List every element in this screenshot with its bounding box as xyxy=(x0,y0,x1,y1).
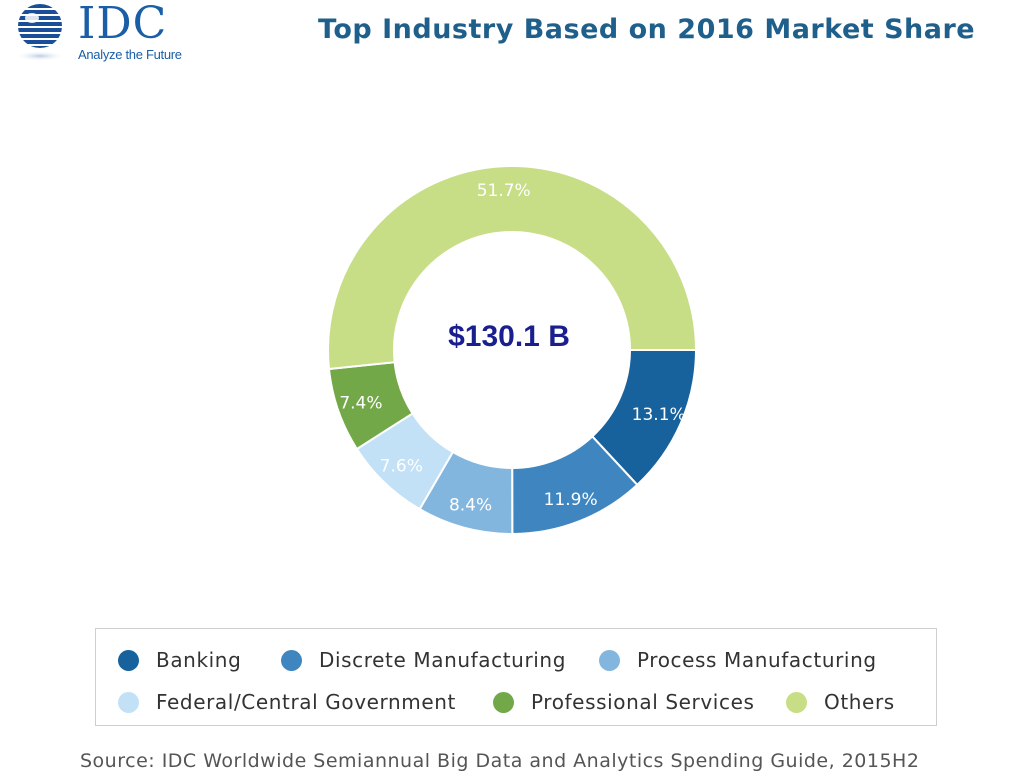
donut-chart: 13.1% 11.9% 8.4% 7.6% 7.4% 51.7% $130.1 B xyxy=(327,165,698,536)
legend-item-others: Others xyxy=(786,690,895,714)
source-note: Source: IDC Worldwide Semiannual Big Dat… xyxy=(80,750,920,772)
legend-label: Professional Services xyxy=(531,690,755,714)
legend-swatch xyxy=(786,691,807,713)
slice-label-discrete-manufacturing: 11.9% xyxy=(544,490,598,510)
logo-wordmark: IDC xyxy=(78,0,168,49)
legend-label: Process Manufacturing xyxy=(637,648,877,672)
logo-tagline: Analyze the Future xyxy=(78,47,182,62)
slice-label-others: 51.7% xyxy=(477,181,531,201)
legend-swatch xyxy=(493,691,514,713)
slice-label-banking: 13.1% xyxy=(632,405,686,425)
globe-icon xyxy=(14,4,66,61)
slice-label-professional-services: 7.4% xyxy=(339,394,382,414)
legend-label: Others xyxy=(824,690,895,714)
legend-label: Discrete Manufacturing xyxy=(319,648,566,672)
slice-label-process-manufacturing: 8.4% xyxy=(449,496,492,516)
idc-logo: IDC Analyze the Future xyxy=(0,0,210,70)
legend-item-professional-services: Professional Services xyxy=(493,690,755,714)
chart-legend: Banking Discrete Manufacturing Process Man… xyxy=(95,628,937,726)
legend-label: Federal/Central Government xyxy=(156,690,456,714)
legend-swatch xyxy=(118,649,139,671)
legend-item-process-manufacturing: Process Manufacturing xyxy=(599,648,877,672)
legend-swatch xyxy=(118,691,139,713)
legend-item-banking: Banking xyxy=(118,648,241,672)
legend-label: Banking xyxy=(156,648,242,672)
chart-title: Top Industry Based on 2016 Market Share xyxy=(318,14,976,45)
center-total-label: $130.1 B xyxy=(448,320,570,353)
legend-swatch xyxy=(281,649,302,671)
legend-item-discrete-manufacturing: Discrete Manufacturing xyxy=(281,648,566,672)
legend-swatch xyxy=(599,649,620,671)
slice-label-federal-central-government: 7.6% xyxy=(380,457,423,477)
slice-others xyxy=(327,165,698,371)
legend-item-federal-central-government: Federal/Central Government xyxy=(118,690,456,714)
